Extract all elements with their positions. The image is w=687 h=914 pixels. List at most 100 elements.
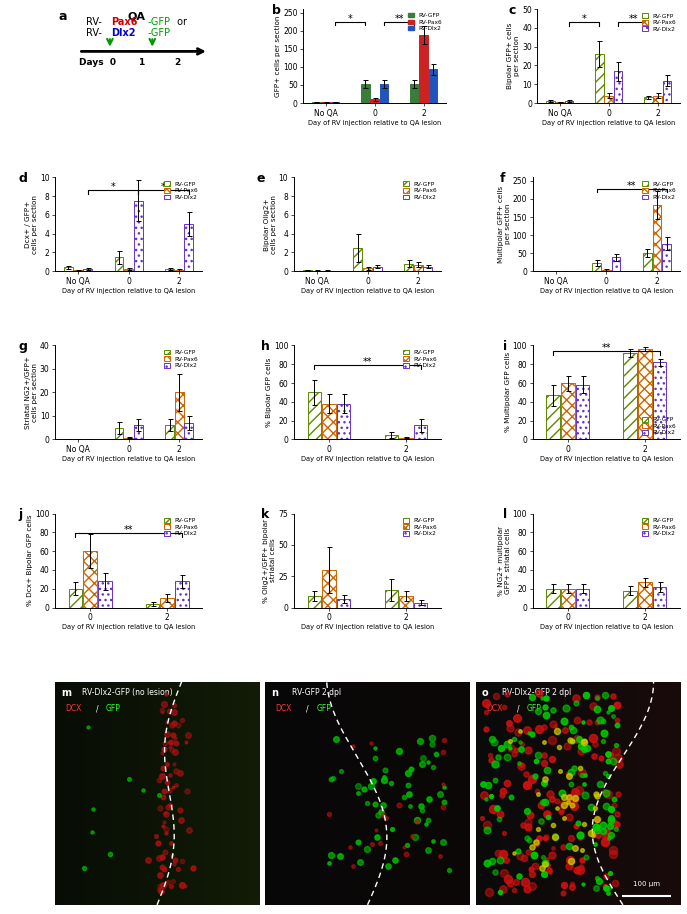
Bar [115, 428, 124, 440]
Point [508, 883, 519, 898]
Bar [561, 589, 574, 608]
Point [574, 783, 585, 798]
Point [515, 758, 526, 772]
Text: RV-Dlx2-GFP (no lesion): RV-Dlx2-GFP (no lesion) [82, 688, 172, 697]
Bar [165, 425, 174, 440]
Point [521, 778, 532, 792]
Point [157, 703, 168, 717]
Point [592, 812, 602, 826]
Point [480, 705, 491, 719]
Point [359, 782, 370, 797]
Point [579, 788, 590, 802]
Bar [624, 590, 637, 608]
Point [513, 869, 524, 884]
Point [174, 802, 185, 817]
Point [486, 731, 497, 746]
Point [104, 847, 115, 862]
Text: 1: 1 [138, 58, 144, 67]
Point [539, 866, 550, 881]
Bar [414, 602, 427, 608]
Point [519, 850, 530, 865]
Point [534, 831, 545, 845]
Y-axis label: Striatal NG2+/GFP+
cells per section: Striatal NG2+/GFP+ cells per section [25, 356, 38, 429]
Point [587, 730, 598, 745]
Text: RV-GFP 2 dpl: RV-GFP 2 dpl [292, 688, 341, 697]
Point [378, 773, 389, 788]
Point [537, 849, 548, 864]
Point [530, 834, 541, 849]
Point [497, 846, 508, 861]
Point [161, 807, 172, 822]
Text: RV-: RV- [87, 17, 102, 27]
Point [556, 804, 567, 819]
Point [604, 748, 615, 762]
Text: **: ** [629, 15, 638, 24]
Text: or: or [174, 17, 188, 27]
Point [566, 880, 577, 895]
Point [335, 848, 346, 863]
Point [161, 822, 172, 836]
Point [159, 814, 170, 829]
Point [581, 687, 592, 702]
Point [563, 795, 574, 810]
Point [345, 839, 356, 854]
Point [435, 849, 446, 864]
Point [530, 754, 541, 769]
Point [177, 713, 188, 728]
Point [420, 816, 431, 831]
Point [582, 740, 593, 755]
Point [150, 828, 161, 843]
Point [480, 696, 491, 710]
Point [502, 737, 513, 751]
Point [600, 799, 611, 813]
Point [156, 849, 167, 864]
Point [534, 722, 545, 737]
Point [572, 862, 583, 877]
Bar [414, 265, 423, 271]
Point [578, 735, 589, 749]
Point [493, 845, 504, 860]
Point [164, 783, 174, 798]
Point [79, 861, 90, 876]
Text: **: ** [627, 181, 636, 191]
Point [510, 875, 521, 889]
Point [486, 753, 497, 768]
X-axis label: Day of RV injection relative to QA lesion: Day of RV injection relative to QA lesio… [62, 624, 195, 630]
Point [566, 720, 577, 735]
Point [608, 817, 619, 832]
Point [443, 863, 454, 877]
Bar [576, 589, 589, 608]
Bar [638, 349, 652, 440]
Point [485, 789, 496, 803]
Point [513, 725, 524, 739]
Legend: RV-GFP, RV-Pax6, RV-Dlx2: RV-GFP, RV-Pax6, RV-Dlx2 [163, 180, 199, 201]
Point [570, 691, 581, 706]
Point [182, 728, 193, 743]
Point [166, 736, 177, 750]
Point [526, 862, 537, 877]
Point [541, 806, 552, 821]
Point [547, 703, 558, 717]
Point [600, 687, 611, 702]
Bar [175, 581, 189, 608]
Point [592, 789, 602, 803]
Point [521, 777, 532, 792]
Point [153, 836, 164, 851]
Bar [565, 101, 574, 103]
Point [370, 797, 381, 812]
Text: GFP: GFP [106, 704, 121, 713]
Point [496, 740, 507, 755]
Point [153, 788, 164, 802]
Text: -GFP: -GFP [148, 27, 170, 37]
Point [592, 813, 602, 828]
Legend: RV-GFP, RV-Pax6, RV-Dlx2: RV-GFP, RV-Pax6, RV-Dlx2 [163, 348, 199, 369]
Point [353, 779, 364, 793]
Point [370, 751, 381, 766]
Bar [546, 101, 555, 103]
Point [182, 783, 193, 798]
Point [600, 834, 611, 849]
Legend: RV-GFP, RV-Pax6, RV-Dlx2: RV-GFP, RV-Pax6, RV-Dlx2 [641, 12, 677, 33]
Point [486, 854, 497, 868]
Point [523, 815, 534, 830]
Point [482, 823, 493, 837]
